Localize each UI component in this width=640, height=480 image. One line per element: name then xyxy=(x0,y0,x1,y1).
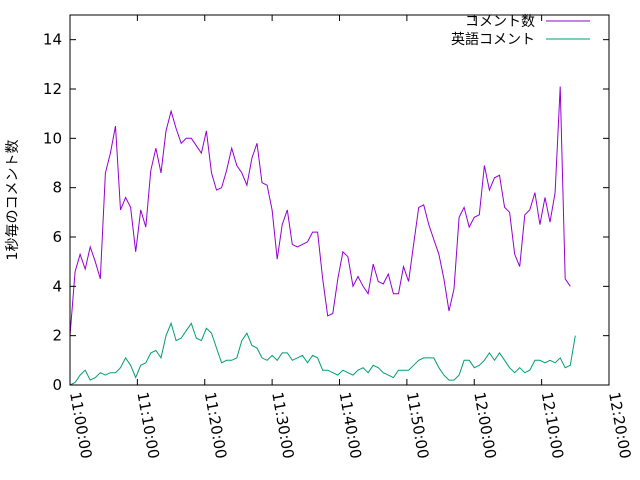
series-line-2 xyxy=(69,321,576,386)
y-tick-label: 0 xyxy=(52,376,62,394)
series-layer xyxy=(69,86,576,386)
y-tick-label: 2 xyxy=(52,327,62,345)
x-tick-label: 11:20:00 xyxy=(201,391,230,460)
axes-layer xyxy=(69,14,610,386)
x-tick-label: 11:40:00 xyxy=(336,391,365,460)
x-tick-label: 12:00:00 xyxy=(470,391,499,460)
y-tick-label: 8 xyxy=(52,179,62,197)
y-tick-label: 14 xyxy=(43,31,62,49)
plot-frame xyxy=(69,14,610,386)
y-axis-label: 1秒毎のコメント数 xyxy=(5,140,21,261)
x-tick-label: 12:20:00 xyxy=(605,391,634,460)
y-tick-label: 4 xyxy=(52,277,62,295)
y-tick-label: 6 xyxy=(52,228,62,246)
x-tick-label: 11:30:00 xyxy=(268,391,297,460)
legend-label-1: コメント数 xyxy=(465,14,535,30)
x-tick-label: 12:10:00 xyxy=(538,391,567,460)
x-tick-label: 11:10:00 xyxy=(133,391,162,460)
x-tick-label: 11:50:00 xyxy=(403,391,432,460)
ticks-layer: 0 2 4 6 8 10 12 14 11:00:00 11:10:00 11:20:00 11:30… xyxy=(43,15,634,460)
y-tick-label: 10 xyxy=(43,129,62,147)
legend-label-2: 英語コメント xyxy=(451,31,535,48)
x-tick-label: 11:00:00 xyxy=(66,391,95,460)
series-line-1 xyxy=(69,86,571,336)
y-tick-label: 12 xyxy=(43,80,62,98)
